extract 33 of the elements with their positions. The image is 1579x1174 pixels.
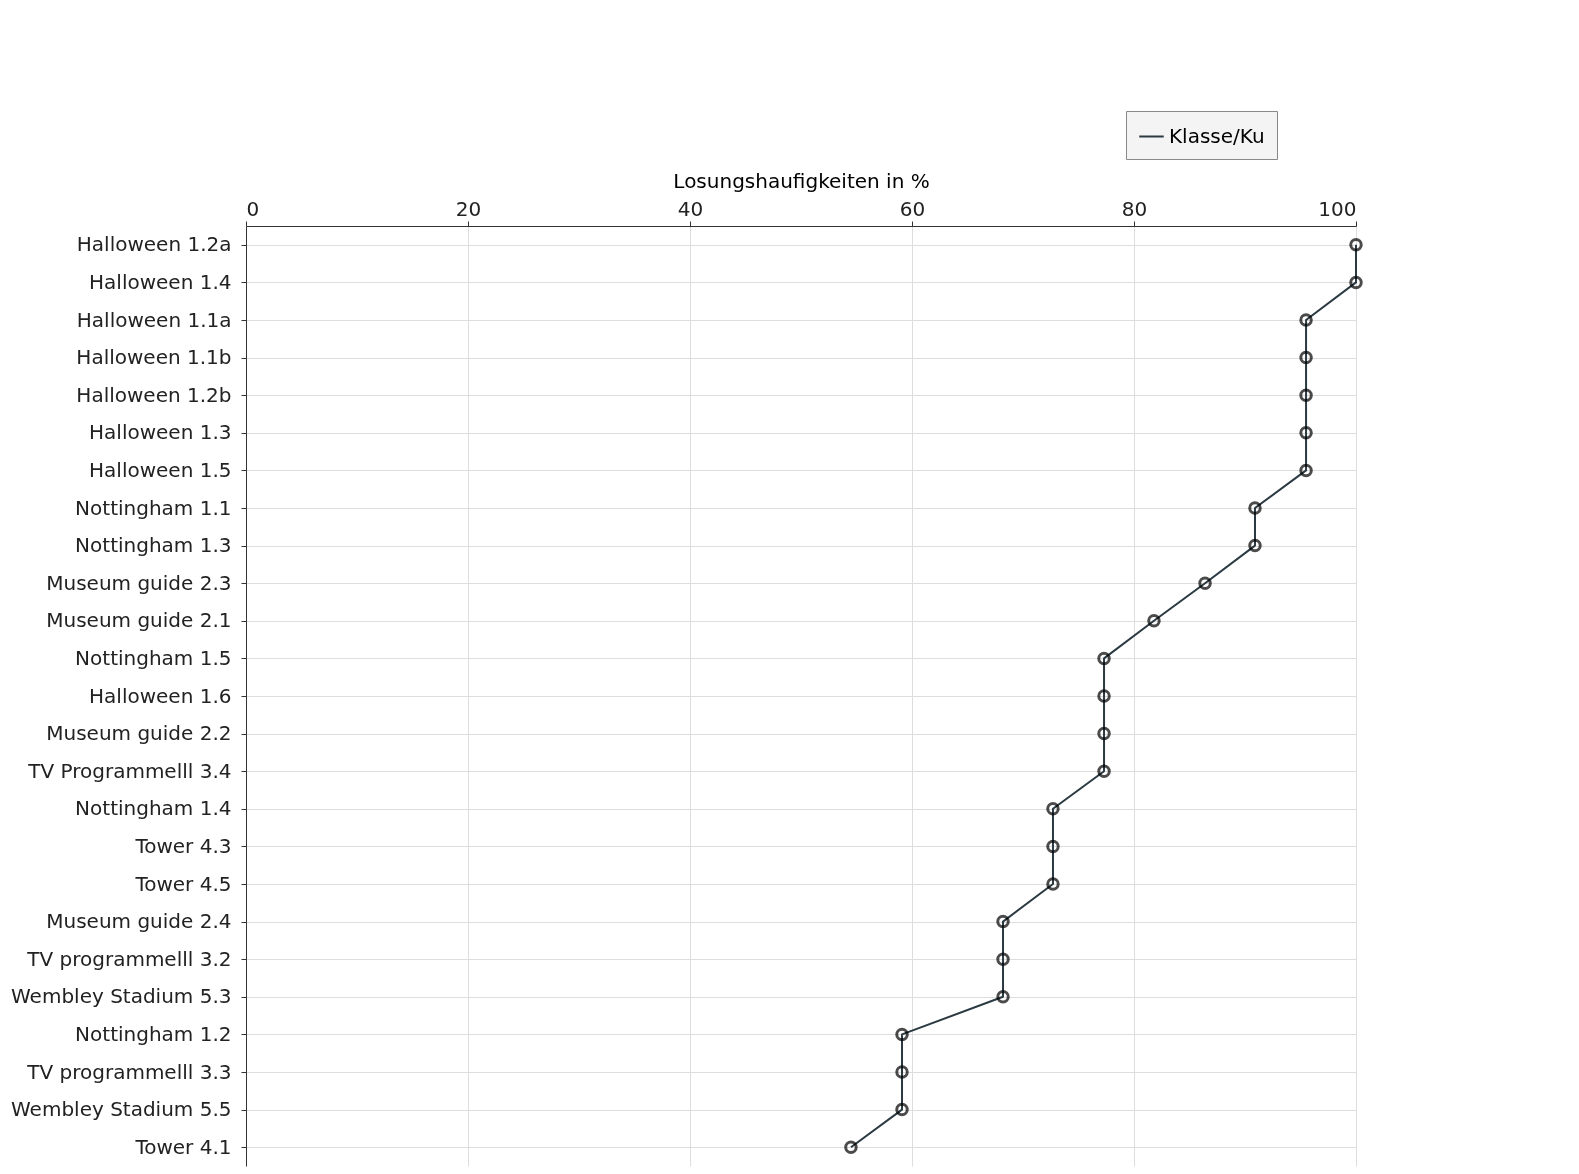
- y-tick-label: Nottingham 1.4: [75, 796, 232, 821]
- y-tick-label: Halloween 1.1a: [76, 307, 232, 332]
- y-tick-label: Halloween 1.2a: [76, 232, 232, 257]
- x-tick-label: 80: [1121, 196, 1148, 221]
- x-tick-label: 0: [246, 196, 260, 221]
- x-axis-title: Losungshaufigkeiten in %: [673, 168, 930, 193]
- y-tick-label: Nottingham 1.5: [75, 645, 232, 670]
- y-tick-label: Tower 4.5: [134, 871, 232, 896]
- y-tick-label: Tower 4.3: [134, 833, 232, 858]
- y-tick-label: Halloween 1.5: [89, 457, 232, 482]
- y-tick-label: Halloween 1.1b: [76, 345, 232, 370]
- x-tick-label: 40: [677, 196, 704, 221]
- y-tick-label: Museum guide 2.1: [46, 608, 232, 633]
- x-tick-label: 20: [455, 196, 482, 221]
- y-tick-label: Halloween 1.6: [89, 683, 232, 708]
- y-tick-label: Nottingham 1.3: [75, 533, 232, 558]
- y-tick-label: TV programmelll 3.2: [26, 946, 232, 971]
- y-tick-label: Halloween 1.3: [89, 420, 232, 445]
- y-tick-label: Wembley Stadium 5.5: [10, 1097, 232, 1122]
- y-tick-label: Museum guide 2.3: [46, 570, 232, 595]
- y-tick-label: Nottingham 1.1: [75, 495, 232, 520]
- y-tick-label: Museum guide 2.2: [46, 721, 232, 746]
- y-tick-label: Museum guide 2.4: [46, 909, 232, 934]
- y-tick-label: Halloween 1.2b: [76, 382, 232, 407]
- x-tick-label: 60: [899, 196, 926, 221]
- y-tick-label: TV Programmelll 3.4: [27, 758, 232, 783]
- legend-label: Klasse/Ku: [1169, 123, 1265, 148]
- y-tick-label: Nottingham 1.2: [75, 1021, 232, 1046]
- x-tick-label: 100: [1318, 196, 1357, 221]
- y-tick-label: Wembley Stadium 5.3: [10, 984, 232, 1009]
- y-tick-label: TV programmelll 3.3: [26, 1059, 232, 1084]
- y-tick-label: Tower 4.1: [134, 1134, 232, 1159]
- y-tick-label: Halloween 1.4: [89, 269, 232, 294]
